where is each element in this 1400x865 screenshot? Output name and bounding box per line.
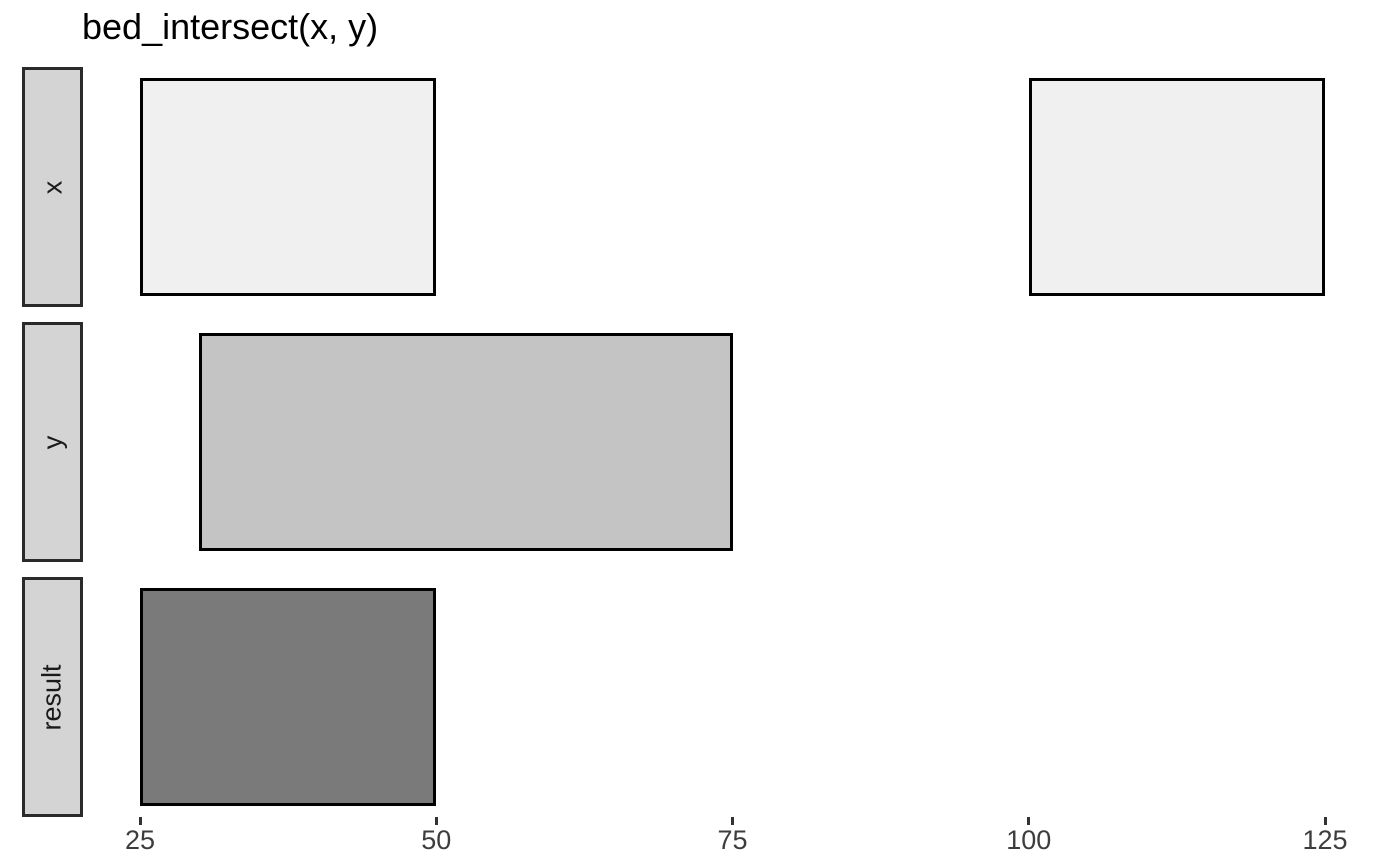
x-axis-tick-50 <box>434 817 438 825</box>
x-axis-tick-25 <box>138 817 142 825</box>
interval-rect-y-0 <box>199 333 733 551</box>
facet-strip-label-x: x <box>37 180 67 194</box>
x-axis-tick-label-75: 75 <box>717 825 748 855</box>
facet-strip-label-result: result <box>37 663 67 731</box>
chart-title: bed_intersect(x, y) <box>82 6 379 47</box>
x-axis-tick-label-125: 125 <box>1302 825 1348 855</box>
facet-strip-y: y <box>22 322 83 562</box>
facet-strip-x: x <box>22 67 83 307</box>
facet-strip-result: result <box>22 577 83 817</box>
interval-rect-result-0 <box>140 588 437 806</box>
interval-rect-x-0 <box>140 78 437 296</box>
interval-rect-x-1 <box>1028 78 1325 296</box>
facet-strip-label-y: y <box>37 435 67 449</box>
x-axis-tick-125 <box>1323 817 1327 825</box>
x-axis-tick-label-25: 25 <box>124 825 156 855</box>
x-axis-tick-label-100: 100 <box>1006 825 1052 855</box>
x-axis-tick-label-50: 50 <box>421 825 452 855</box>
x-axis-tick-75 <box>731 817 734 825</box>
x-axis-tick-100 <box>1027 817 1031 825</box>
